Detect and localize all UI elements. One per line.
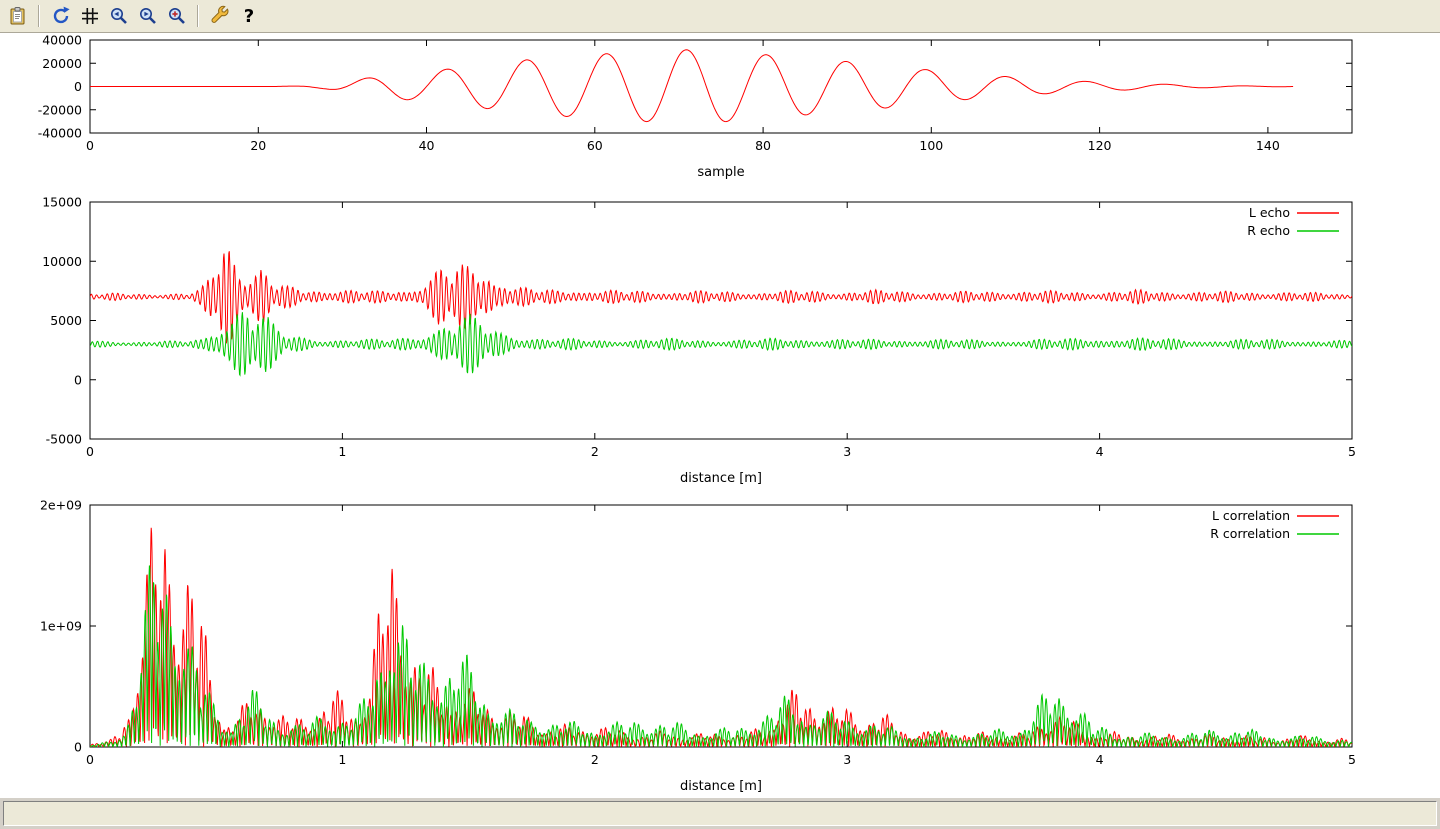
x-axis-title: sample xyxy=(697,165,744,180)
y-tick-label: 1e+09 xyxy=(40,619,82,634)
y-tick-label: 40000 xyxy=(42,33,82,48)
x-tick-label: 1 xyxy=(338,752,346,767)
x-tick-label: 2 xyxy=(591,752,599,767)
series-signal xyxy=(90,49,1294,123)
y-tick-label: 0 xyxy=(74,79,82,94)
axis-ticks xyxy=(89,504,1353,748)
zoom-next-icon xyxy=(139,8,156,24)
x-tick-label: 4 xyxy=(1096,752,1104,767)
series-r-correlation xyxy=(90,565,1352,747)
y-tick-label: 5000 xyxy=(50,313,82,328)
x-tick-label: 5 xyxy=(1348,752,1356,767)
x-tick-label: 2 xyxy=(591,444,599,459)
help-button[interactable]: ? xyxy=(235,3,262,30)
legend-label: L echo xyxy=(1249,205,1290,220)
x-tick-label: 3 xyxy=(843,444,851,459)
toolbar-separator xyxy=(38,5,40,27)
series-l-echo xyxy=(90,251,1352,344)
x-tick-label: 5 xyxy=(1348,444,1356,459)
x-tick-label: 40 xyxy=(419,138,435,153)
help-icon: ? xyxy=(243,6,253,27)
x-tick-label: 1 xyxy=(338,444,346,459)
x-tick-label: 3 xyxy=(843,752,851,767)
autoscale-icon xyxy=(168,8,185,24)
x-tick-label: 0 xyxy=(86,444,94,459)
y-tick-label: -20000 xyxy=(38,102,82,117)
toolbar-separator xyxy=(197,5,199,27)
plot-canvas[interactable]: 0 20 40 60 80 100 120 140-40000-200000200004000… xyxy=(0,33,1440,795)
autoscale-button[interactable] xyxy=(163,3,190,30)
chart-signal: 0 20 40 60 80 100 120 140 -40000 -20000 0 20000 4000… xyxy=(38,33,1353,180)
statusbar xyxy=(0,797,1440,829)
refresh-icon xyxy=(53,6,70,24)
legend-label: L correlation xyxy=(1212,508,1290,523)
wrench-icon xyxy=(211,5,229,23)
zoom-next-button[interactable] xyxy=(134,3,161,30)
x-tick-label: 0 xyxy=(86,752,94,767)
x-tick-label: 60 xyxy=(587,138,603,153)
x-tick-label: 4 xyxy=(1096,444,1104,459)
x-tick-label: 100 xyxy=(919,138,943,153)
series-r-echo xyxy=(90,312,1352,377)
chart-echo: 0 1 2 3 4 5 -5000 0 5000 10000 15000 distance [m] L … xyxy=(42,195,1356,487)
zoom-previous-icon xyxy=(110,8,127,24)
grid-icon xyxy=(81,8,98,24)
axis-ticks xyxy=(89,201,1353,440)
y-tick-label: -40000 xyxy=(38,126,82,141)
y-tick-label: 15000 xyxy=(42,195,82,210)
x-tick-label: 80 xyxy=(755,138,771,153)
replot-button[interactable] xyxy=(47,3,74,30)
x-tick-label: 120 xyxy=(1088,138,1112,153)
y-tick-label: 10000 xyxy=(42,254,82,269)
plot-area: 0 20 40 60 80 100 120 140 -40000 -20000 0 20000 4000… xyxy=(0,33,1440,797)
y-tick-label: 0 xyxy=(74,372,82,387)
y-tick-label: 0 xyxy=(74,740,82,755)
x-tick-label: 0 xyxy=(86,138,94,153)
y-tick-label: -5000 xyxy=(46,432,82,447)
svg-text:?: ? xyxy=(243,6,253,27)
clipboard-icon xyxy=(10,7,24,25)
legend-label: R correlation xyxy=(1210,526,1290,541)
y-tick-label: 2e+09 xyxy=(40,498,82,513)
x-axis-title: distance [m] xyxy=(680,471,762,486)
legend-label: R echo xyxy=(1247,223,1290,238)
status-text xyxy=(3,801,1437,826)
zoom-previous-button[interactable] xyxy=(105,3,132,30)
x-tick-label: 140 xyxy=(1256,138,1280,153)
chart-correlation: 0 1 2 3 4 5 0 1e+09 2e+09 distance [m] L correlati… xyxy=(40,498,1356,795)
series-l-correlation xyxy=(90,527,1352,747)
x-axis-title: distance [m] xyxy=(680,779,762,793)
x-tick-label: 20 xyxy=(250,138,266,153)
copy-to-clipboard-button[interactable] xyxy=(4,3,31,30)
configure-button[interactable] xyxy=(206,3,233,30)
y-tick-label: 20000 xyxy=(42,56,82,71)
toolbar: ? xyxy=(0,0,1440,33)
plot-border xyxy=(89,201,1353,440)
plot-border xyxy=(89,504,1353,748)
toggle-grid-button[interactable] xyxy=(76,3,103,30)
